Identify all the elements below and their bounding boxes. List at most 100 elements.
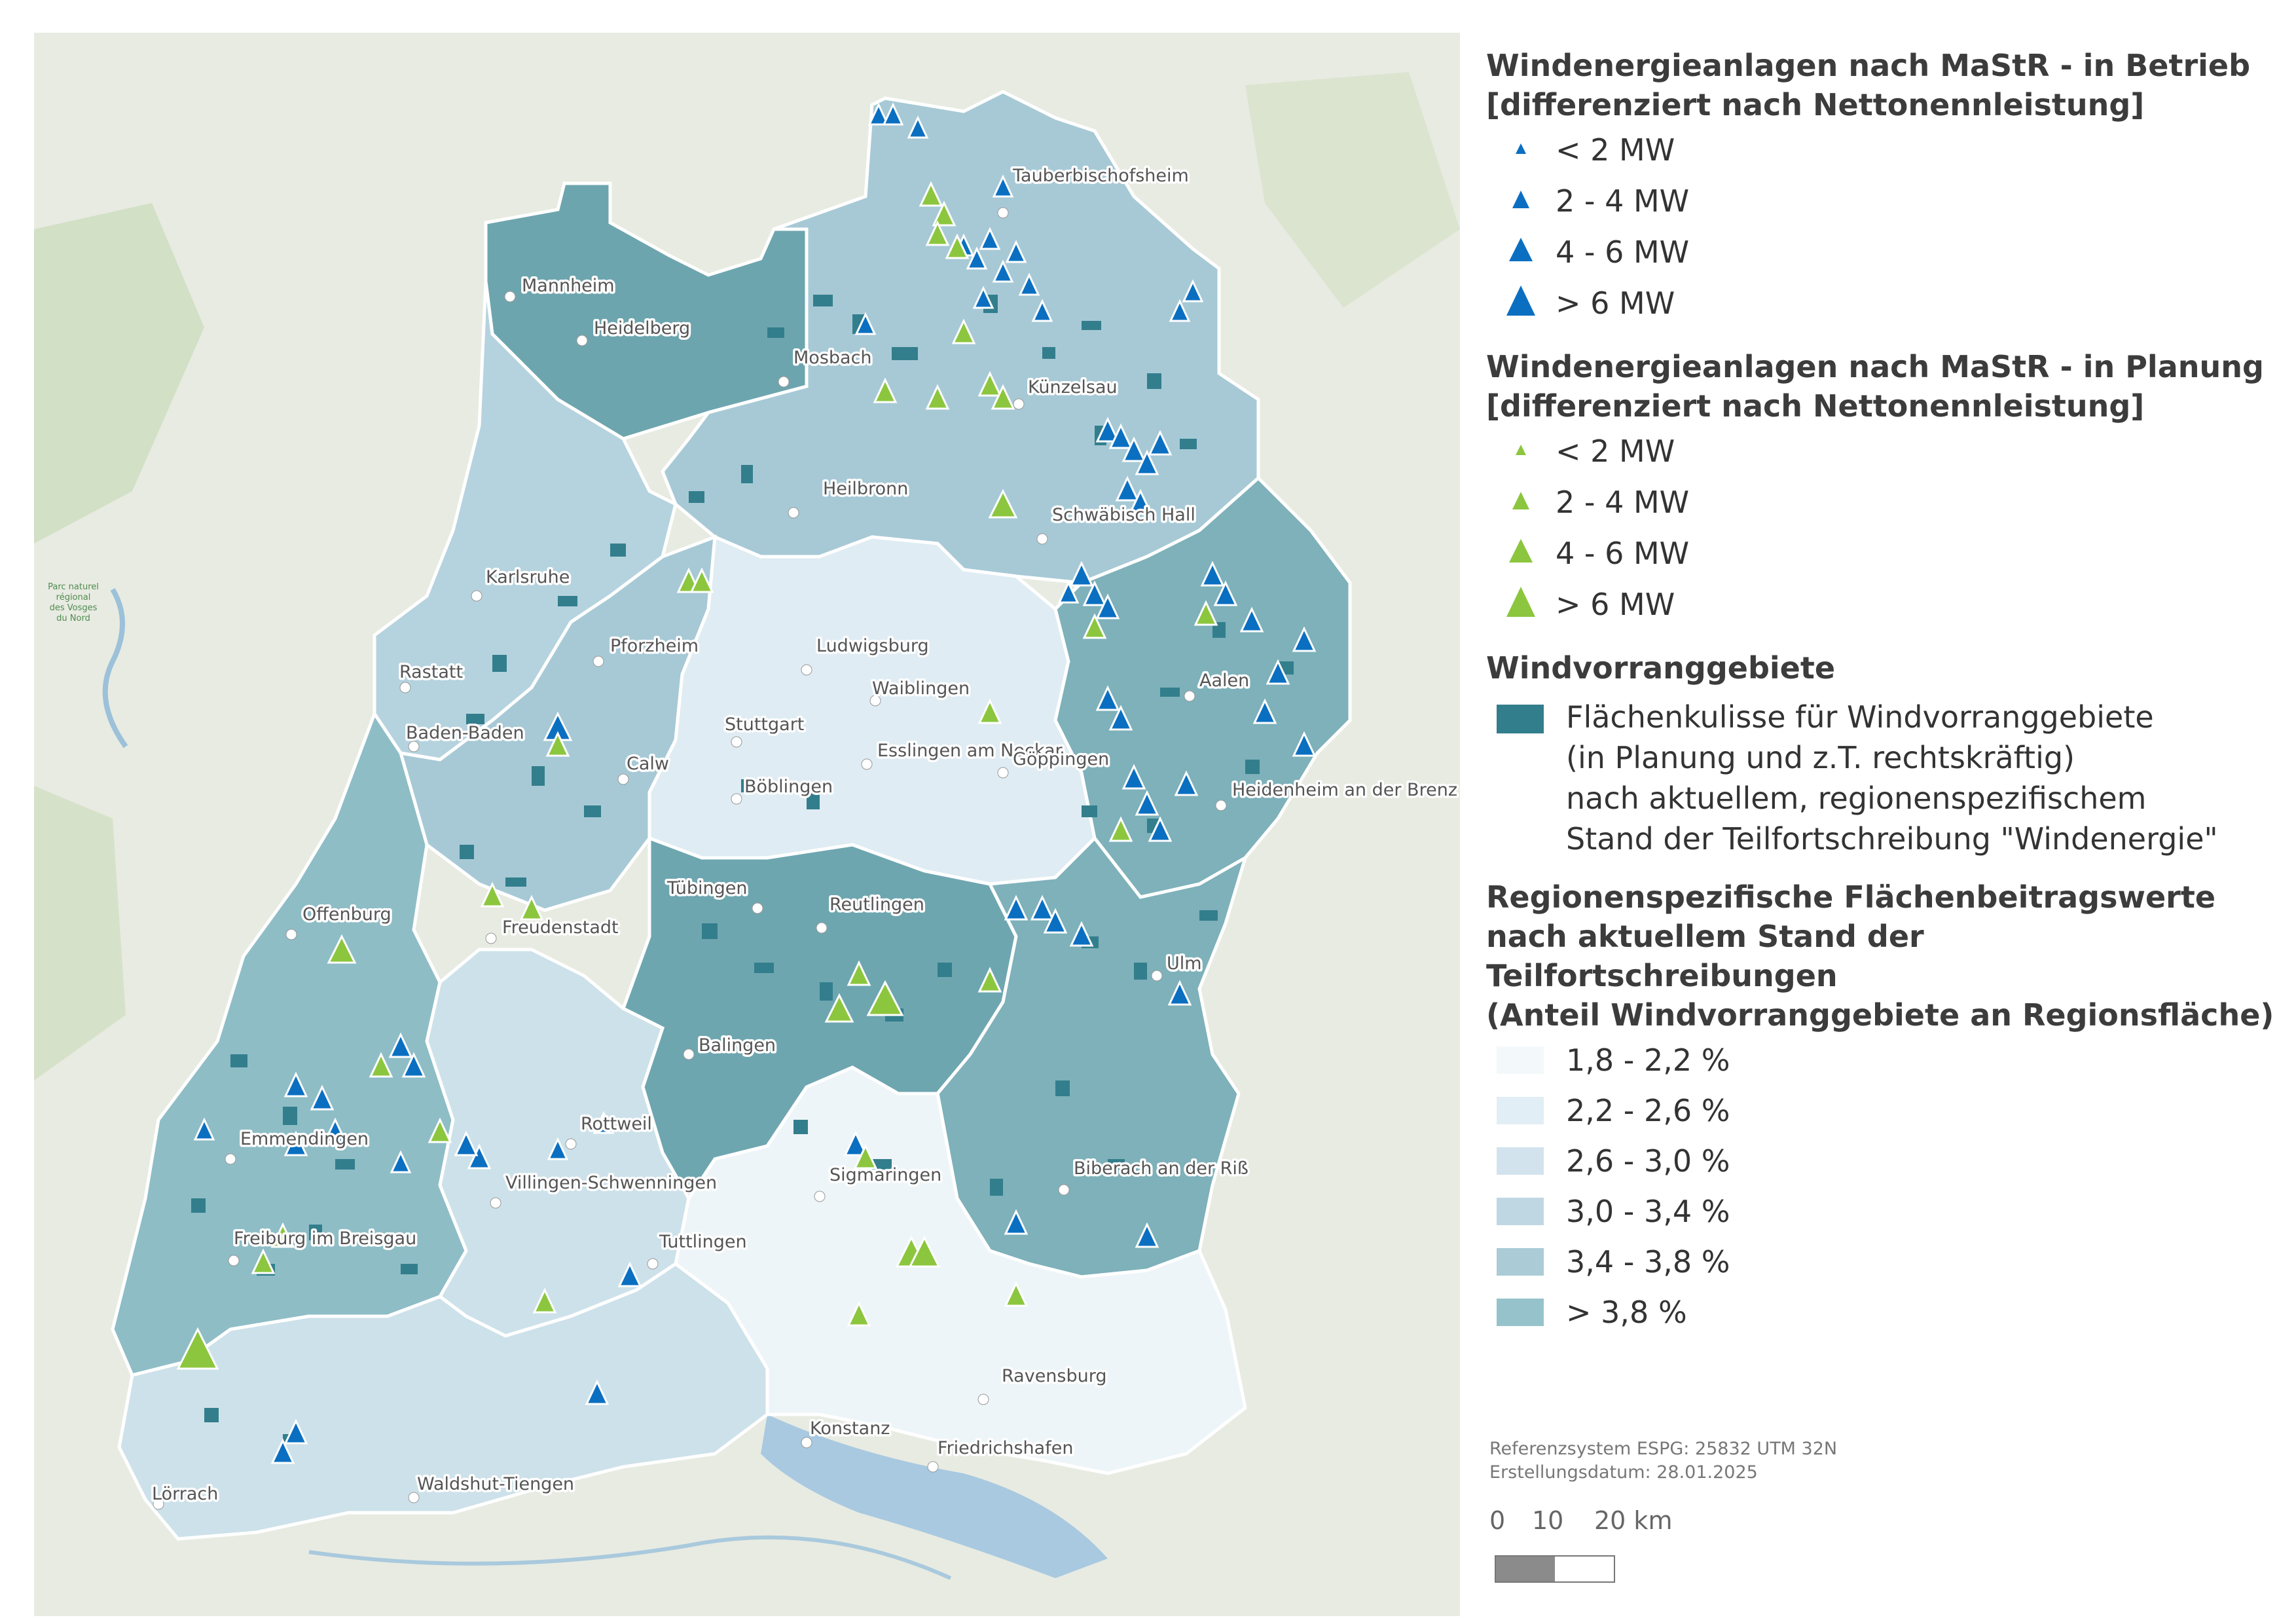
svg-text:Künzelsau: Künzelsau (1028, 377, 1118, 397)
reference-system: Referenzsystem ESPG: 25832 UTM 32N (1489, 1439, 1838, 1459)
svg-text:Balingen: Balingen (699, 1035, 776, 1056)
map-footer: Referenzsystem ESPG: 25832 UTM 32N Erste… (1489, 1437, 1837, 1485)
legend-label: > 6 MW (1556, 286, 1675, 321)
svg-text:Mannheim: Mannheim (522, 276, 615, 296)
legend-item: 4 - 6 MW (1486, 227, 2285, 278)
svg-text:Waiblingen: Waiblingen (872, 678, 970, 699)
forest-area (34, 786, 126, 1080)
legend-in-planung: Windenergieanlagen nach MaStR - in Planu… (1486, 347, 2285, 630)
legend-class-list: 1,8 - 2,2 % 2,2 - 2,6 % 2,6 - 3,0 % 3,0 - 3… (1486, 1035, 2285, 1337)
legend-label: 3,4 - 3,8 % (1566, 1244, 1730, 1280)
svg-text:Offenburg: Offenburg (302, 904, 392, 925)
region-bodensee-oberschwaben (674, 1065, 1247, 1475)
class-swatch (1497, 1147, 1544, 1175)
svg-text:Tuttlingen: Tuttlingen (659, 1232, 747, 1252)
svg-text:Stuttgart: Stuttgart (725, 714, 804, 735)
blue-triangle-icon (1516, 143, 1526, 154)
svg-text:Mosbach: Mosbach (793, 348, 872, 368)
legend-title: Windenergieanlagen nach MaStR - in Betri… (1486, 48, 2251, 83)
svg-text:Karlsruhe: Karlsruhe (486, 567, 570, 587)
svg-text:Esslingen am Neckar: Esslingen am Neckar (877, 741, 1063, 761)
class-swatch (1497, 1298, 1544, 1326)
legend-item: 2,6 - 3,0 % (1486, 1135, 2285, 1186)
class-swatch (1497, 1247, 1544, 1276)
green-triangle-icon (1506, 587, 1535, 617)
legend-title: Regionenspezifische Flächenbeitragswerte (1486, 879, 2216, 915)
lake-constance (761, 1414, 1108, 1578)
rhine-river (308, 1535, 952, 1580)
legend-label: 2,2 - 2,6 % (1566, 1092, 1730, 1128)
svg-text:Schwäbisch Hall: Schwäbisch Hall (1052, 505, 1195, 525)
legend-label: > 3,8 % (1566, 1294, 1687, 1330)
legend-item: > 6 MW (1486, 278, 2285, 329)
legend-label: Flächenkulisse für Windvorranggebiete (i… (1566, 699, 2218, 857)
green-triangle-icon (1512, 492, 1529, 509)
svg-text:Aalen: Aalen (1199, 671, 1249, 691)
svg-text:Göppingen: Göppingen (1013, 749, 1109, 769)
svg-text:Waldshut-Tiengen: Waldshut-Tiengen (417, 1474, 574, 1494)
blue-triangle-icon (1512, 191, 1529, 208)
svg-text:Konstanz: Konstanz (810, 1418, 890, 1439)
svg-text:Freudenstadt: Freudenstadt (502, 917, 619, 938)
svg-text:Sigmaringen: Sigmaringen (829, 1165, 941, 1185)
creation-date: Erstellungsdatum: 28.01.2025 (1489, 1462, 1758, 1483)
legend-label: 2 - 4 MW (1556, 485, 1690, 520)
svg-text:Emmendingen: Emmendingen (240, 1129, 369, 1149)
turbines-in-planung (176, 181, 1218, 1370)
svg-text:Ulm: Ulm (1167, 953, 1202, 974)
svg-text:Pforzheim: Pforzheim (610, 636, 699, 656)
svg-text:Heidelberg: Heidelberg (594, 318, 690, 339)
rhine-river (102, 587, 128, 748)
svg-text:Ludwigsburg: Ludwigsburg (816, 636, 929, 656)
forest-area (34, 203, 204, 544)
svg-text:Friedrichshafen: Friedrichshafen (938, 1438, 1073, 1458)
legend-label: > 6 MW (1556, 587, 1675, 622)
legend-item: 3,4 - 3,8 % (1486, 1236, 2285, 1287)
legend-label: 4 - 6 MW (1556, 536, 1690, 571)
green-triangle-icon (1516, 445, 1526, 455)
region-stuttgart (647, 534, 1097, 886)
legend-item: > 3,8 % (1486, 1287, 2285, 1337)
legend-item: < 2 MW (1486, 426, 2285, 477)
svg-text:Reutlingen: Reutlingen (829, 895, 924, 915)
svg-text:du Nord: du Nord (56, 614, 90, 623)
legend-label: 1,8 - 2,2 % (1566, 1042, 1730, 1078)
legend: Windenergieanlagen nach MaStR - in Betri… (1486, 46, 2285, 1356)
region-ostwuerttemberg (1053, 475, 1352, 899)
regions (111, 90, 1352, 1541)
class-swatch (1497, 1046, 1544, 1074)
svg-text:des Vosges: des Vosges (50, 603, 98, 613)
svg-text:Freiburg im Breisgau: Freiburg im Breisgau (234, 1228, 416, 1249)
legend-label: 4 - 6 MW (1556, 234, 1690, 270)
legend-vorranggebiete: Windvorranggebiete Flächenkulisse für Wi… (1486, 648, 2285, 859)
green-triangle-icon (1509, 539, 1533, 563)
legend-title: Windenergieanlagen nach MaStR - in Planu… (1486, 349, 2264, 384)
legend-item: 4 - 6 MW (1486, 528, 2285, 579)
region-donau-iller (936, 836, 1248, 1279)
svg-text:Rottweil: Rottweil (581, 1114, 652, 1134)
legend-label: 3,0 - 3,4 % (1566, 1193, 1730, 1229)
forest-area (1245, 72, 1460, 308)
legend-subtitle: (Anteil Windvorranggebiete an Regionsflä… (1486, 997, 2274, 1033)
legend-label: 2,6 - 3,0 % (1566, 1143, 1730, 1179)
svg-text:régional: régional (56, 593, 91, 602)
scale-label: 20 km (1594, 1506, 1673, 1535)
legend-item: 2 - 4 MW (1486, 477, 2285, 528)
legend-item: Flächenkulisse für Windvorranggebiete (i… (1486, 697, 2285, 859)
blue-triangle-icon (1506, 286, 1535, 316)
legend-beitragswerte: Regionenspezifische Flächenbeitragswerte… (1486, 877, 2285, 1337)
legend-subtitle: [differenziert nach Nettonennleistung] (1486, 87, 2145, 122)
map-frame[interactable]: Parc naturel régional des Vosges du Nord (34, 33, 1460, 1616)
scale-bar (1495, 1555, 1615, 1583)
map-canvas[interactable]: Parc naturel régional des Vosges du Nord (34, 33, 1460, 1616)
svg-text:Tauberbischofsheim: Tauberbischofsheim (1012, 166, 1189, 186)
svg-text:Parc naturel: Parc naturel (48, 582, 99, 592)
legend-label: < 2 MW (1556, 434, 1675, 469)
legend-in-betrieb: Windenergieanlagen nach MaStR - in Betri… (1486, 46, 2285, 329)
svg-text:Heilbronn: Heilbronn (823, 479, 908, 499)
scale-label: 10 (1532, 1506, 1564, 1535)
svg-text:Heidenheim an der Brenz: Heidenheim an der Brenz (1232, 780, 1457, 800)
svg-text:Baden-Baden: Baden-Baden (406, 723, 524, 743)
legend-item: < 2 MW (1486, 124, 2285, 175)
city-markers: Mannheim Heidelberg Mosbach Tauberbischo… (150, 164, 1460, 1510)
